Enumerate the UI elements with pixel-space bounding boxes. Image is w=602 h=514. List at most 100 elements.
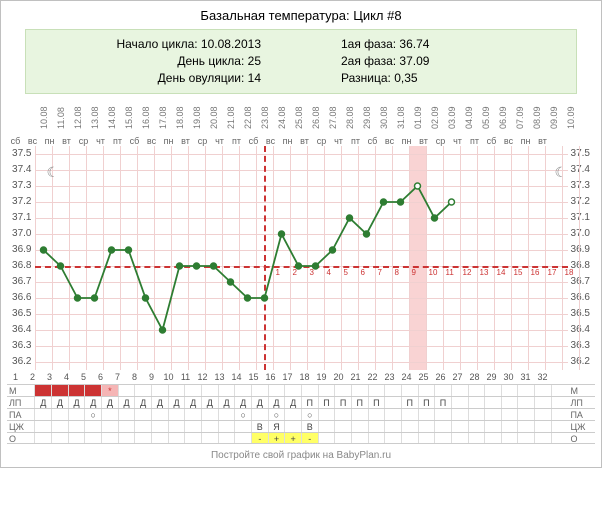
table-cell xyxy=(517,433,534,443)
table-cell xyxy=(151,385,168,396)
weekday-cell: ср xyxy=(194,136,211,146)
table-cell xyxy=(451,397,468,408)
table-cell xyxy=(418,433,435,443)
table-cell xyxy=(218,433,235,443)
table-cell: П xyxy=(418,397,435,408)
table-cell: Д xyxy=(34,397,51,408)
table-cell xyxy=(484,385,501,396)
date-cell: 22.08 xyxy=(239,102,256,136)
table-cell xyxy=(418,385,435,396)
date-cell: 14.08 xyxy=(103,102,120,136)
y-tick: 36.2 xyxy=(7,354,32,370)
table-row-ЛП: ЛПДДДДДДДДДДДДДДДДППППППППЛП xyxy=(7,396,595,408)
table-cell xyxy=(168,385,185,396)
table-cell xyxy=(501,385,518,396)
daynum-cell: 18 xyxy=(296,372,313,382)
weekday-cell: пн xyxy=(279,136,296,146)
table-cell xyxy=(51,385,68,396)
date-cell: 01.09 xyxy=(409,102,426,136)
table-cell: П xyxy=(351,397,368,408)
table-cell xyxy=(234,433,251,443)
weekday-cell: чт xyxy=(449,136,466,146)
daynum-cell: 23 xyxy=(381,372,398,382)
date-cell: 06.09 xyxy=(494,102,511,136)
y-tick: 36.3 xyxy=(7,338,32,354)
y-axis-left: 37.537.437.337.237.137.036.936.836.736.6… xyxy=(7,146,35,370)
daynum-cell: 30 xyxy=(500,372,517,382)
table-cell xyxy=(234,421,251,432)
table-cell: - xyxy=(251,433,268,443)
y-tick: 37.4 xyxy=(7,162,32,178)
table-cell: Д xyxy=(218,397,235,408)
table-cell xyxy=(168,421,185,432)
table-cell xyxy=(384,397,401,408)
daynum-cell: 32 xyxy=(534,372,551,382)
table-cell: Д xyxy=(251,397,268,408)
date-cell: 10.09 xyxy=(562,102,579,136)
y-tick: 36.9 xyxy=(7,242,32,258)
table-cell xyxy=(201,385,218,396)
date-cell: 28.08 xyxy=(341,102,358,136)
weekday-cell: вт xyxy=(296,136,313,146)
table-cell xyxy=(368,433,385,443)
table-cell xyxy=(118,385,135,396)
y-tick: 37.1 xyxy=(7,210,32,226)
table-cell: П xyxy=(301,397,318,408)
daynum-row: 1234567891011121314151617181920212223242… xyxy=(7,372,595,382)
table-cell xyxy=(517,409,534,420)
table-cell: Д xyxy=(68,397,85,408)
weekday-cell: вт xyxy=(534,136,551,146)
table-cell xyxy=(484,433,501,443)
chart-grid: ☾☾123456789101112131415161718 xyxy=(35,146,568,370)
table-cell xyxy=(401,421,418,432)
table-cell xyxy=(51,433,68,443)
table-cell xyxy=(384,409,401,420)
table-cell xyxy=(134,385,151,396)
date-cell: 29.08 xyxy=(358,102,375,136)
table-cell: П xyxy=(368,397,385,408)
daynum-cell: 20 xyxy=(330,372,347,382)
table-cell xyxy=(34,409,51,420)
table-cell xyxy=(184,421,201,432)
table-cell xyxy=(318,385,335,396)
weekday-cell: ср xyxy=(75,136,92,146)
weekday-cell: вс xyxy=(262,136,279,146)
daynum-cell: 31 xyxy=(517,372,534,382)
table-cell xyxy=(184,433,201,443)
table-cell xyxy=(284,421,301,432)
table-cell xyxy=(351,433,368,443)
daynum-cell: 22 xyxy=(364,372,381,382)
weekday-cell: пт xyxy=(109,136,126,146)
daynum-cell: 5 xyxy=(75,372,92,382)
date-cell: 18.08 xyxy=(171,102,188,136)
date-cell: 04.09 xyxy=(460,102,477,136)
daynum-cell: 25 xyxy=(415,372,432,382)
table-row-О: О-++-О xyxy=(7,432,595,444)
table-cell xyxy=(218,385,235,396)
dates-row: 10.0811.0812.0813.0814.0815.0816.0817.08… xyxy=(7,102,595,136)
table-cell: П xyxy=(434,397,451,408)
daynum-cell: 15 xyxy=(245,372,262,382)
date-cell: 31.08 xyxy=(392,102,409,136)
table-cell xyxy=(234,385,251,396)
table-cell xyxy=(451,385,468,396)
daynum-cell: 28 xyxy=(466,372,483,382)
weekday-cell: вс xyxy=(500,136,517,146)
weekday-cell: вт xyxy=(177,136,194,146)
table-cell xyxy=(184,409,201,420)
daynum-cell: 24 xyxy=(398,372,415,382)
daynum-cell: 14 xyxy=(228,372,245,382)
weekday-cell: чт xyxy=(92,136,109,146)
table-cell xyxy=(34,433,51,443)
date-cell: 30.08 xyxy=(375,102,392,136)
table-cell: ○ xyxy=(301,409,318,420)
daynum-cell: 9 xyxy=(143,372,160,382)
daynum-cell: 26 xyxy=(432,372,449,382)
y-tick: 36.8 xyxy=(7,258,32,274)
table-cell xyxy=(534,409,551,420)
weekday-cell: сб xyxy=(483,136,500,146)
daynum-cell: 2 xyxy=(24,372,41,382)
table-cell: + xyxy=(268,433,285,443)
daynum-cell: 12 xyxy=(194,372,211,382)
date-cell: 21.08 xyxy=(222,102,239,136)
